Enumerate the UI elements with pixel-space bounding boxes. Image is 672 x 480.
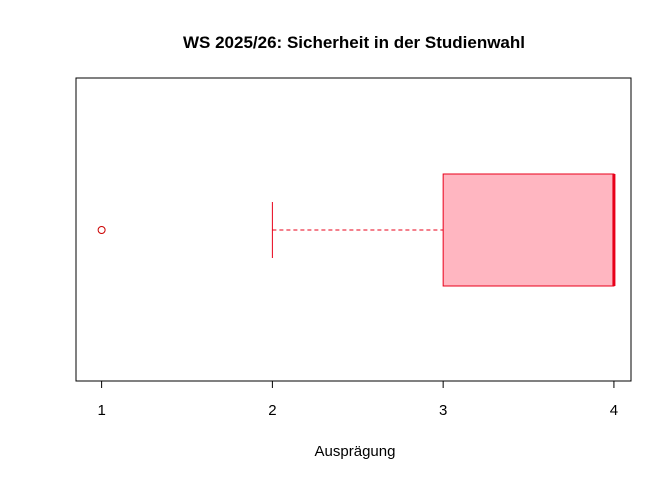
x-tick-label: 2: [268, 402, 276, 419]
x-tick-label: 3: [439, 402, 447, 419]
x-axis-label: Ausprägung: [315, 443, 396, 460]
iqr-box: [442, 173, 615, 287]
outlier-point: [97, 226, 106, 234]
x-tick-label: 4: [610, 402, 618, 419]
chart-title: WS 2025/26: Sicherheit in der Studienwah…: [183, 33, 525, 52]
x-tick-label: 1: [97, 402, 105, 419]
